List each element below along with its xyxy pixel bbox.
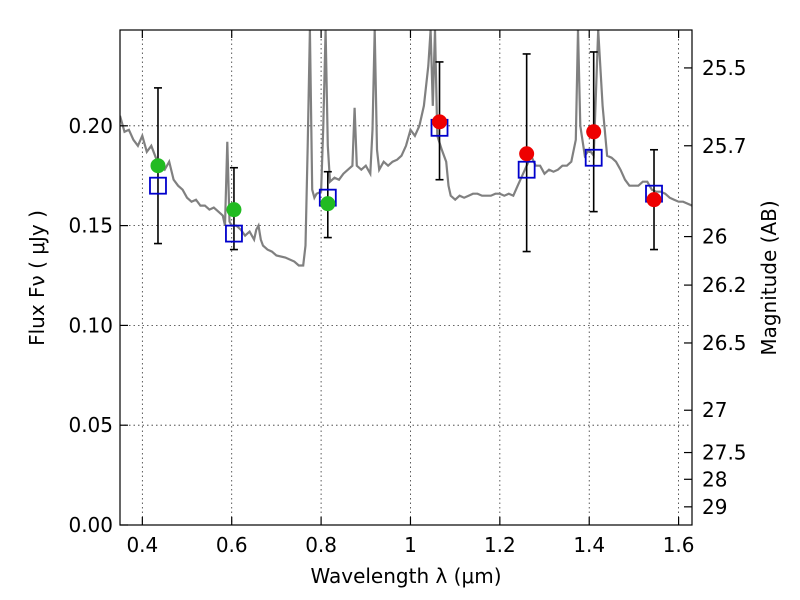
- mag-tick-label: 26: [702, 225, 727, 249]
- x-tick-label: 1.6: [663, 533, 695, 557]
- mag-tick-label: 28: [702, 467, 727, 491]
- observed-point-red: [646, 192, 662, 208]
- x-tick-label: 0.8: [305, 533, 337, 557]
- x-tick-label: 1: [404, 533, 417, 557]
- y-axis-label: Flux Fν ( μJy ): [25, 210, 49, 346]
- mag-tick-label: 25.5: [702, 56, 747, 80]
- observed-point-red: [519, 146, 535, 162]
- model-point: [225, 224, 243, 243]
- y-tick-label: 0.00: [68, 513, 113, 537]
- points-layer: [149, 114, 663, 243]
- mag-tick-label: 27: [702, 398, 727, 422]
- mag-tick-label: 25.7: [702, 134, 747, 158]
- model-point: [149, 176, 167, 195]
- observed-point-red: [432, 114, 448, 130]
- gridlines: [120, 30, 692, 525]
- model-point: [584, 148, 603, 167]
- observed-point-green: [150, 158, 166, 174]
- x-tick-label: 0.4: [126, 533, 158, 557]
- x-tick-label: 0.6: [216, 533, 248, 557]
- ticks-layer: 0.4 0.6 0.8 1 1.2 1.4 1.6 0.00 0.05 0.10 0.15 0.20 2…: [68, 30, 747, 557]
- x-tick-label: 1.2: [484, 533, 516, 557]
- x-tick-label: 1.4: [573, 533, 605, 557]
- model-point: [517, 160, 536, 179]
- y-tick-label: 0.20: [68, 114, 113, 138]
- model-spectrum-line: [120, 30, 692, 267]
- mag-tick-label: 26.2: [702, 273, 747, 297]
- y-tick-label: 0.05: [68, 413, 113, 437]
- x-axis-label: Wavelength λ (μm): [310, 564, 501, 588]
- observed-point-green: [226, 202, 242, 218]
- y-tick-label: 0.15: [68, 214, 113, 238]
- mag-tick-label: 26.5: [702, 331, 747, 355]
- observed-point-red: [586, 124, 602, 140]
- y-tick-label: 0.10: [68, 313, 113, 337]
- observed-point-green: [320, 196, 336, 212]
- mag-tick-label: 29: [702, 495, 727, 519]
- plot-frame: [119, 29, 693, 526]
- right-axis-label: Magnitude (AB): [757, 200, 781, 355]
- model-spectrum-layer: [120, 30, 692, 267]
- mag-tick-label: 27.5: [702, 441, 747, 465]
